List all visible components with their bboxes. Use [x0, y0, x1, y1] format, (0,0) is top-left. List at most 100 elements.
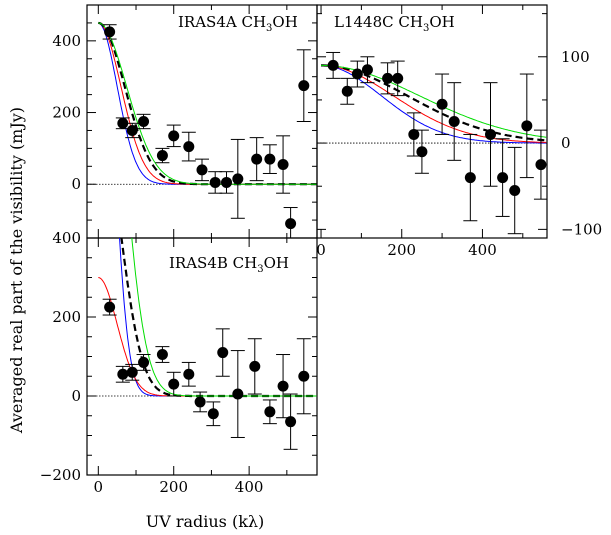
- panel-title-subscript: 3: [266, 23, 272, 34]
- y-right-tick-label: 0: [561, 134, 571, 152]
- data-marker: [126, 124, 138, 136]
- data-marker: [183, 141, 195, 153]
- panel-title: IRAS4B CH3OH: [169, 254, 289, 275]
- y-tick-label: −200: [40, 466, 81, 484]
- x-tick-label: 0: [94, 478, 104, 496]
- data-marker: [232, 388, 244, 400]
- data-marker: [436, 98, 448, 110]
- data-point: [193, 391, 208, 413]
- data-point: [155, 346, 170, 363]
- data-point: [215, 328, 230, 377]
- data-marker: [221, 176, 233, 188]
- data-point: [125, 122, 140, 139]
- data-point: [283, 207, 298, 238]
- data-point: [533, 129, 547, 200]
- model-curve: [119, 238, 317, 397]
- data-marker: [138, 116, 150, 127]
- data-point: [136, 354, 151, 371]
- data-point: [447, 82, 462, 161]
- x-tick-label: 400: [235, 478, 264, 496]
- data-marker: [117, 117, 129, 129]
- data-point: [463, 133, 478, 222]
- data-marker: [285, 218, 297, 230]
- panel-title-main: L1448C CH: [334, 13, 423, 31]
- panel-title-subscript: 3: [257, 264, 263, 275]
- data-point: [115, 365, 130, 383]
- y-tick-label: 400: [52, 229, 81, 247]
- data-marker: [232, 173, 244, 185]
- y-tick-label: 200: [52, 104, 81, 122]
- data-point: [435, 73, 450, 135]
- data-point: [262, 399, 277, 425]
- x-tick-label: 0: [316, 241, 326, 259]
- data-marker: [408, 128, 420, 140]
- y-right-tick-label: 100: [561, 48, 590, 66]
- data-point: [350, 60, 365, 88]
- data-marker: [535, 159, 547, 171]
- data-marker: [264, 153, 276, 165]
- data-points: [326, 51, 547, 235]
- data-marker: [104, 26, 116, 38]
- data-point: [406, 112, 421, 157]
- data-marker: [138, 356, 150, 368]
- data-point: [360, 56, 375, 84]
- data-marker: [341, 85, 353, 97]
- data-marker: [156, 349, 168, 361]
- model-curve: [131, 238, 317, 397]
- data-marker: [104, 301, 116, 313]
- data-point: [519, 73, 534, 179]
- x-axis-label: UV radius (kλ): [146, 512, 265, 531]
- data-point: [340, 77, 355, 105]
- x-tick-label: 200: [387, 241, 416, 259]
- data-point: [262, 144, 277, 174]
- model-curves: [98, 238, 317, 398]
- x-tick-label: 200: [159, 478, 188, 496]
- data-marker: [168, 130, 180, 142]
- data-marker: [327, 59, 339, 71]
- data-point: [136, 113, 151, 130]
- data-marker: [126, 366, 138, 378]
- model-curves: [98, 21, 317, 186]
- panel-title-tail: OH: [272, 13, 297, 31]
- data-marker: [298, 80, 310, 92]
- data-point: [507, 146, 522, 235]
- data-point: [219, 171, 234, 194]
- data-point: [483, 82, 498, 187]
- data-marker: [351, 68, 363, 80]
- data-point: [414, 129, 429, 174]
- data-point: [296, 338, 311, 415]
- data-point: [102, 298, 117, 316]
- data-marker: [497, 172, 509, 184]
- data-point: [390, 60, 405, 97]
- data-point: [208, 171, 223, 194]
- data-point: [326, 51, 341, 79]
- data-marker: [217, 347, 229, 359]
- data-marker: [194, 396, 206, 408]
- panel-2: 0 200 400 −100 0 100 L1448C CH3OH: [316, 4, 602, 259]
- panel-title-main: IRAS4A CH: [178, 13, 266, 31]
- data-point: [296, 49, 311, 122]
- data-point: [102, 24, 117, 40]
- y-tick-label: 200: [52, 308, 81, 326]
- panel-3: 0 200 400 −200 0 200 400 IRAS4B CH3OH: [40, 229, 318, 496]
- data-marker: [183, 368, 195, 380]
- data-point: [249, 137, 264, 182]
- model-curve: [98, 277, 317, 397]
- data-marker: [277, 380, 289, 392]
- data-marker: [251, 153, 263, 165]
- data-marker: [298, 370, 310, 382]
- data-point: [125, 363, 140, 381]
- data-marker: [207, 408, 219, 420]
- data-marker: [509, 185, 521, 197]
- data-marker: [196, 164, 208, 176]
- panel-title-tail: OH: [264, 254, 289, 272]
- data-point: [230, 350, 245, 438]
- panel-1: 0 200 400 IRAS4A CH3OH: [52, 4, 318, 239]
- data-points: [102, 24, 311, 238]
- panel-frame: [316, 4, 548, 239]
- panel-title-subscript: 3: [423, 23, 429, 34]
- y-tick-label: 400: [52, 32, 81, 50]
- data-marker: [285, 416, 297, 428]
